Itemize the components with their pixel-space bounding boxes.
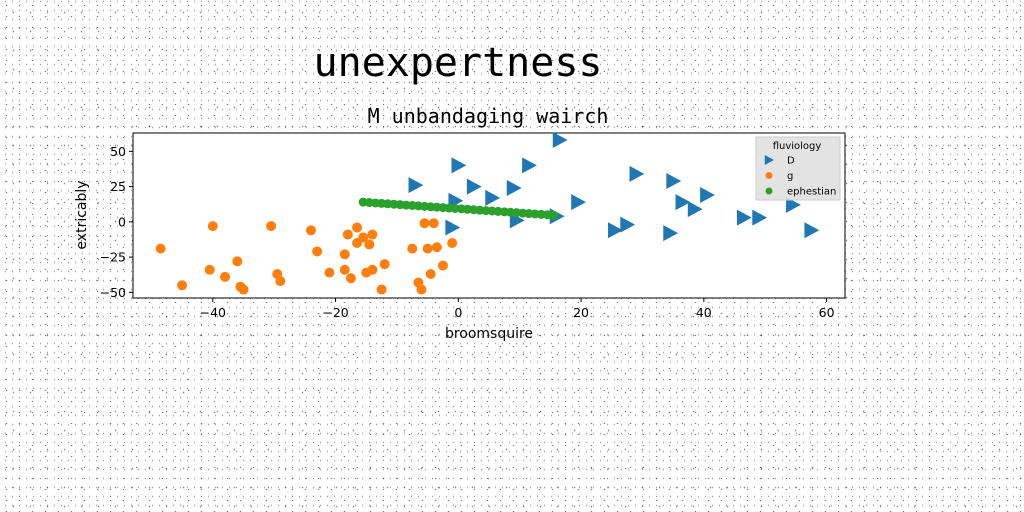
data-point — [358, 232, 369, 243]
data-point — [548, 210, 558, 220]
data-point — [407, 243, 418, 254]
page-title: unexpertness — [314, 40, 603, 86]
legend-label: ephestian — [787, 187, 836, 198]
data-point — [451, 157, 467, 174]
data-point — [437, 260, 448, 271]
data-point — [345, 273, 356, 284]
y-tick-label: −25 — [100, 250, 126, 265]
data-point — [509, 212, 525, 229]
data-point — [367, 229, 378, 240]
data-point — [552, 132, 568, 149]
data-point — [342, 229, 353, 240]
chart-title: M unbandaging wairch — [368, 104, 609, 128]
data-point — [620, 216, 636, 233]
data-point — [448, 192, 464, 209]
y-ticks: −50 −25 0 25 50 — [100, 144, 133, 300]
legend-title: fluviology — [773, 141, 822, 152]
data-point — [416, 284, 427, 295]
legend-marker — [765, 172, 773, 179]
series-1 — [408, 132, 820, 242]
x-tick-label: 60 — [819, 305, 835, 320]
data-point — [608, 222, 623, 239]
data-point — [431, 242, 442, 253]
x-ticks: −40 −20 0 20 40 60 — [200, 298, 835, 320]
data-point — [339, 264, 350, 275]
x-tick-label: 0 — [454, 305, 462, 320]
x-tick-label: −40 — [200, 305, 226, 320]
data-point — [736, 209, 752, 226]
data-point — [312, 246, 323, 257]
y-tick-label: −50 — [100, 285, 126, 300]
y-tick-label: 0 — [118, 214, 126, 229]
series-layer — [155, 132, 820, 295]
data-point — [379, 259, 390, 270]
data-point — [207, 221, 218, 232]
data-point — [339, 249, 350, 260]
data-point — [485, 189, 501, 206]
legend-marker — [765, 187, 773, 195]
data-point — [675, 194, 691, 211]
data-point — [352, 222, 363, 233]
data-point — [275, 276, 286, 287]
legend-label: D — [787, 156, 795, 167]
data-point — [466, 178, 482, 195]
data-point — [752, 209, 768, 226]
data-point — [364, 239, 375, 250]
y-axis-label: extricably — [74, 180, 90, 249]
data-point — [177, 280, 188, 291]
data-point — [376, 284, 387, 295]
data-point — [408, 177, 424, 194]
y-tick-label: 25 — [110, 179, 126, 194]
data-point — [425, 269, 436, 280]
data-point — [506, 180, 522, 196]
plot-area — [132, 132, 846, 299]
legend-label: g — [787, 171, 793, 182]
x-axis-label: broomsquire — [445, 326, 533, 342]
data-point — [629, 165, 645, 182]
data-point — [666, 172, 682, 189]
data-point — [428, 218, 439, 229]
data-point — [419, 218, 430, 229]
data-point — [786, 196, 801, 213]
data-point — [447, 238, 458, 248]
y-tick-label: 50 — [110, 144, 126, 159]
data-point — [232, 256, 243, 267]
data-point — [155, 243, 166, 254]
data-point — [220, 271, 231, 282]
data-point — [422, 243, 433, 254]
data-point — [238, 284, 249, 295]
x-tick-label: 20 — [573, 305, 589, 320]
series-2 — [155, 218, 458, 295]
legend-marker — [764, 155, 774, 165]
data-point — [663, 225, 679, 242]
data-point — [445, 219, 461, 236]
x-tick-label: −20 — [322, 305, 348, 320]
data-point — [204, 264, 215, 275]
series-3 — [358, 197, 558, 220]
data-point — [522, 157, 537, 174]
data-point — [804, 222, 820, 239]
data-point — [324, 267, 335, 278]
legend: fluviology Dg ephestian — [755, 136, 841, 201]
data-point — [306, 225, 316, 236]
data-point — [571, 194, 586, 211]
x-tick-label: 40 — [696, 305, 712, 320]
data-point — [700, 187, 715, 204]
data-point — [367, 264, 378, 275]
data-point — [687, 201, 703, 218]
data-point — [266, 221, 277, 232]
